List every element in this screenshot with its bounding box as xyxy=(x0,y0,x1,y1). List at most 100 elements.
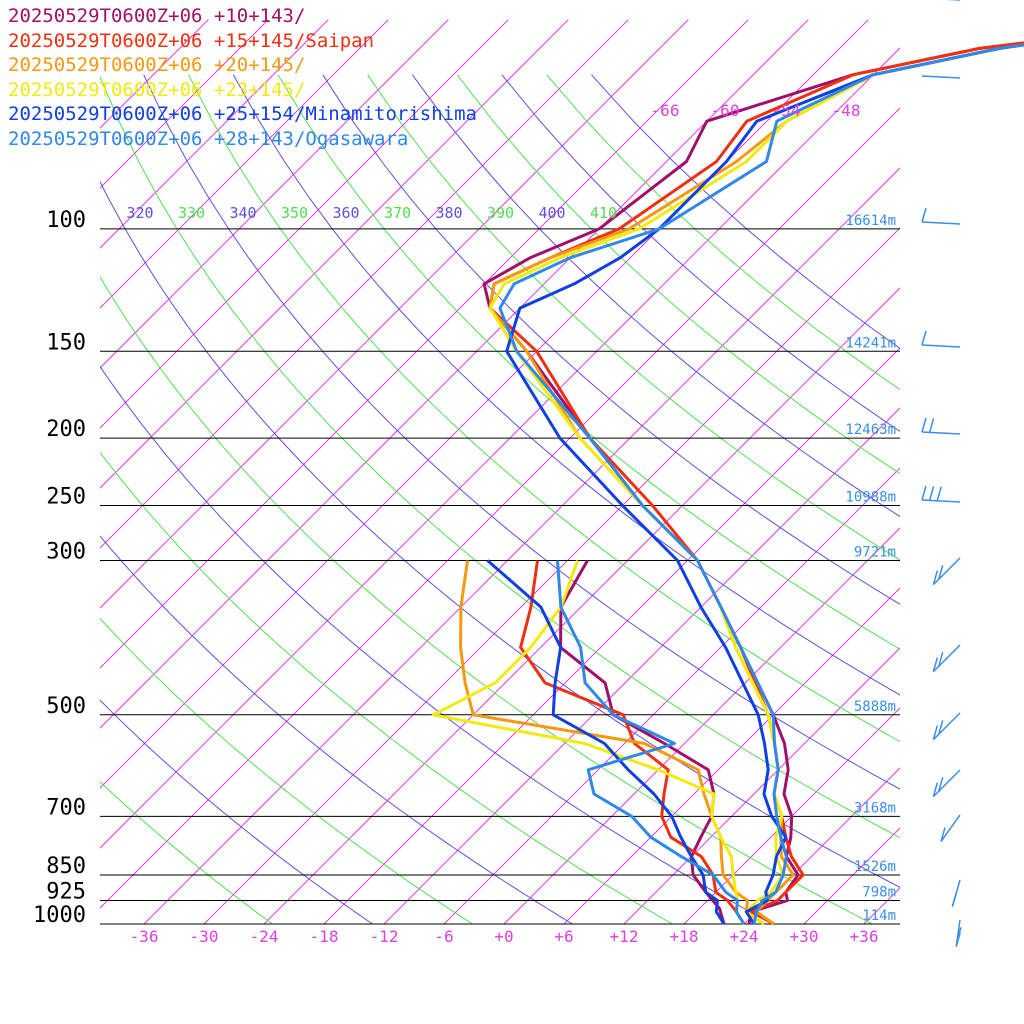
isotherm-label: -60 xyxy=(711,101,740,120)
legend-entry: 20250529T0600Z+06 +28+143/Ogasawara xyxy=(8,127,409,150)
isotherm-line xyxy=(623,647,900,924)
isentrope-line xyxy=(367,74,900,561)
wind-barb-feather xyxy=(936,486,942,502)
isotherm-line xyxy=(100,19,869,789)
dewpoint-line xyxy=(486,559,726,925)
x-tick-label: +30 xyxy=(790,927,819,946)
height-label: 16614m xyxy=(845,213,896,229)
isentrope-line xyxy=(100,180,900,888)
sounding-profiles xyxy=(431,41,1024,926)
legend-entry: 20250529T0600Z+06 +20+145/ xyxy=(8,54,306,76)
pressure-label: 100 xyxy=(46,208,86,233)
wind-barb xyxy=(932,644,961,673)
temperature-line xyxy=(505,43,1024,925)
wind-barb-feather xyxy=(932,570,939,585)
isentrope-line xyxy=(501,74,900,432)
isotherm-line xyxy=(100,19,269,189)
wind-barb-feather xyxy=(932,782,939,797)
isentrope-label: 360 xyxy=(332,204,359,222)
isotherm-line xyxy=(203,227,900,924)
isentrope-line xyxy=(100,535,574,924)
legend-entry: 20250529T0600Z+06 +10+143/ xyxy=(8,5,306,27)
dewpoint-line xyxy=(459,560,765,926)
legend-entry: 20250529T0600Z+06 +23+145/ xyxy=(8,78,306,101)
isotherm-line xyxy=(803,827,900,924)
height-label: 5888m xyxy=(854,699,896,715)
x-tick-label: -6 xyxy=(434,927,453,946)
x-tick-label: +6 xyxy=(554,927,573,946)
height-label: 9721m xyxy=(854,545,896,561)
isotherm-line xyxy=(100,107,900,909)
pressure-label: 150 xyxy=(46,330,86,355)
x-tick-label: -30 xyxy=(190,927,219,946)
wind-barb-feather xyxy=(940,827,946,842)
isotherm-line xyxy=(863,887,900,924)
x-tick-label: +0 xyxy=(494,927,513,946)
dewpoint-line xyxy=(431,559,746,925)
wind-barb xyxy=(921,75,961,79)
isentrope-label: 390 xyxy=(487,204,514,222)
x-tick-label: +24 xyxy=(730,927,759,946)
isotherm-line xyxy=(503,527,900,924)
isentrope-line xyxy=(100,75,900,839)
pressure-label: 850 xyxy=(46,854,86,879)
isentrope-label: 370 xyxy=(384,204,411,222)
isentrope-line xyxy=(322,74,900,605)
isotherm-line xyxy=(100,19,329,249)
pressure-label: 200 xyxy=(46,417,86,442)
wind-barb xyxy=(940,814,961,843)
x-tick-label: +12 xyxy=(610,927,639,946)
temperature-line xyxy=(488,41,1024,926)
isentrope-label: 400 xyxy=(538,204,565,222)
isotherm-line xyxy=(743,767,900,924)
pressure-label: 250 xyxy=(46,485,86,510)
isentrope-label: 330 xyxy=(178,204,205,222)
dewpoint-line xyxy=(556,560,746,925)
isotherm-line xyxy=(143,167,900,924)
x-tick-label: -36 xyxy=(130,927,159,946)
axis-labels: 100 16614m 150 14241m 200 12463m 250 10988m 300 9… xyxy=(33,101,896,946)
isotherm-line xyxy=(563,587,900,924)
wind-barb-feather xyxy=(937,565,944,580)
height-label: 798m xyxy=(862,884,896,900)
pressure-label: 1000 xyxy=(33,903,86,928)
wind-barb-feather xyxy=(921,207,927,223)
isotherm-line xyxy=(100,19,209,129)
height-label: 3168m xyxy=(854,800,896,816)
wind-barb xyxy=(921,431,961,435)
isentrope-line xyxy=(277,74,900,650)
x-tick-label: -12 xyxy=(370,927,399,946)
wind-barb-feather xyxy=(921,485,927,501)
temperature-line xyxy=(498,43,1024,925)
pressure-label: 925 xyxy=(46,879,86,904)
wind-barb-feather xyxy=(956,927,962,942)
isentrope-line xyxy=(143,74,900,790)
wind-barb-feather xyxy=(937,720,944,735)
isotherm-line xyxy=(100,19,449,369)
wind-barb-feather xyxy=(932,725,939,740)
height-label: 14241m xyxy=(845,335,896,351)
isotherm-line xyxy=(100,47,900,849)
pressure-label: 500 xyxy=(46,694,86,719)
x-tick-label: -18 xyxy=(310,927,339,946)
wind-barb xyxy=(921,221,961,225)
legend-entry: 20250529T0600Z+06 +15+145/Saipan xyxy=(8,29,375,52)
wind-barb-feather xyxy=(928,418,935,433)
isentrope-label: 410 xyxy=(590,204,617,222)
isotherm-line xyxy=(100,19,629,549)
isotherm-label: -48 xyxy=(832,101,861,120)
wind-barb-feather xyxy=(937,777,944,792)
isentrope-line xyxy=(232,74,900,696)
isotherm-line xyxy=(443,467,900,924)
isotherm-line xyxy=(383,407,900,924)
isentrope-label: 380 xyxy=(435,204,462,222)
wind-barb-feather xyxy=(951,892,958,907)
isentrope-line xyxy=(100,781,274,924)
wind-barb xyxy=(921,344,961,348)
isentrope-label: 350 xyxy=(281,204,308,222)
height-label: 12463m xyxy=(845,422,896,438)
wind-barb-feather xyxy=(921,330,927,346)
isotherm-label: -66 xyxy=(651,101,680,120)
wind-barb xyxy=(921,499,961,503)
